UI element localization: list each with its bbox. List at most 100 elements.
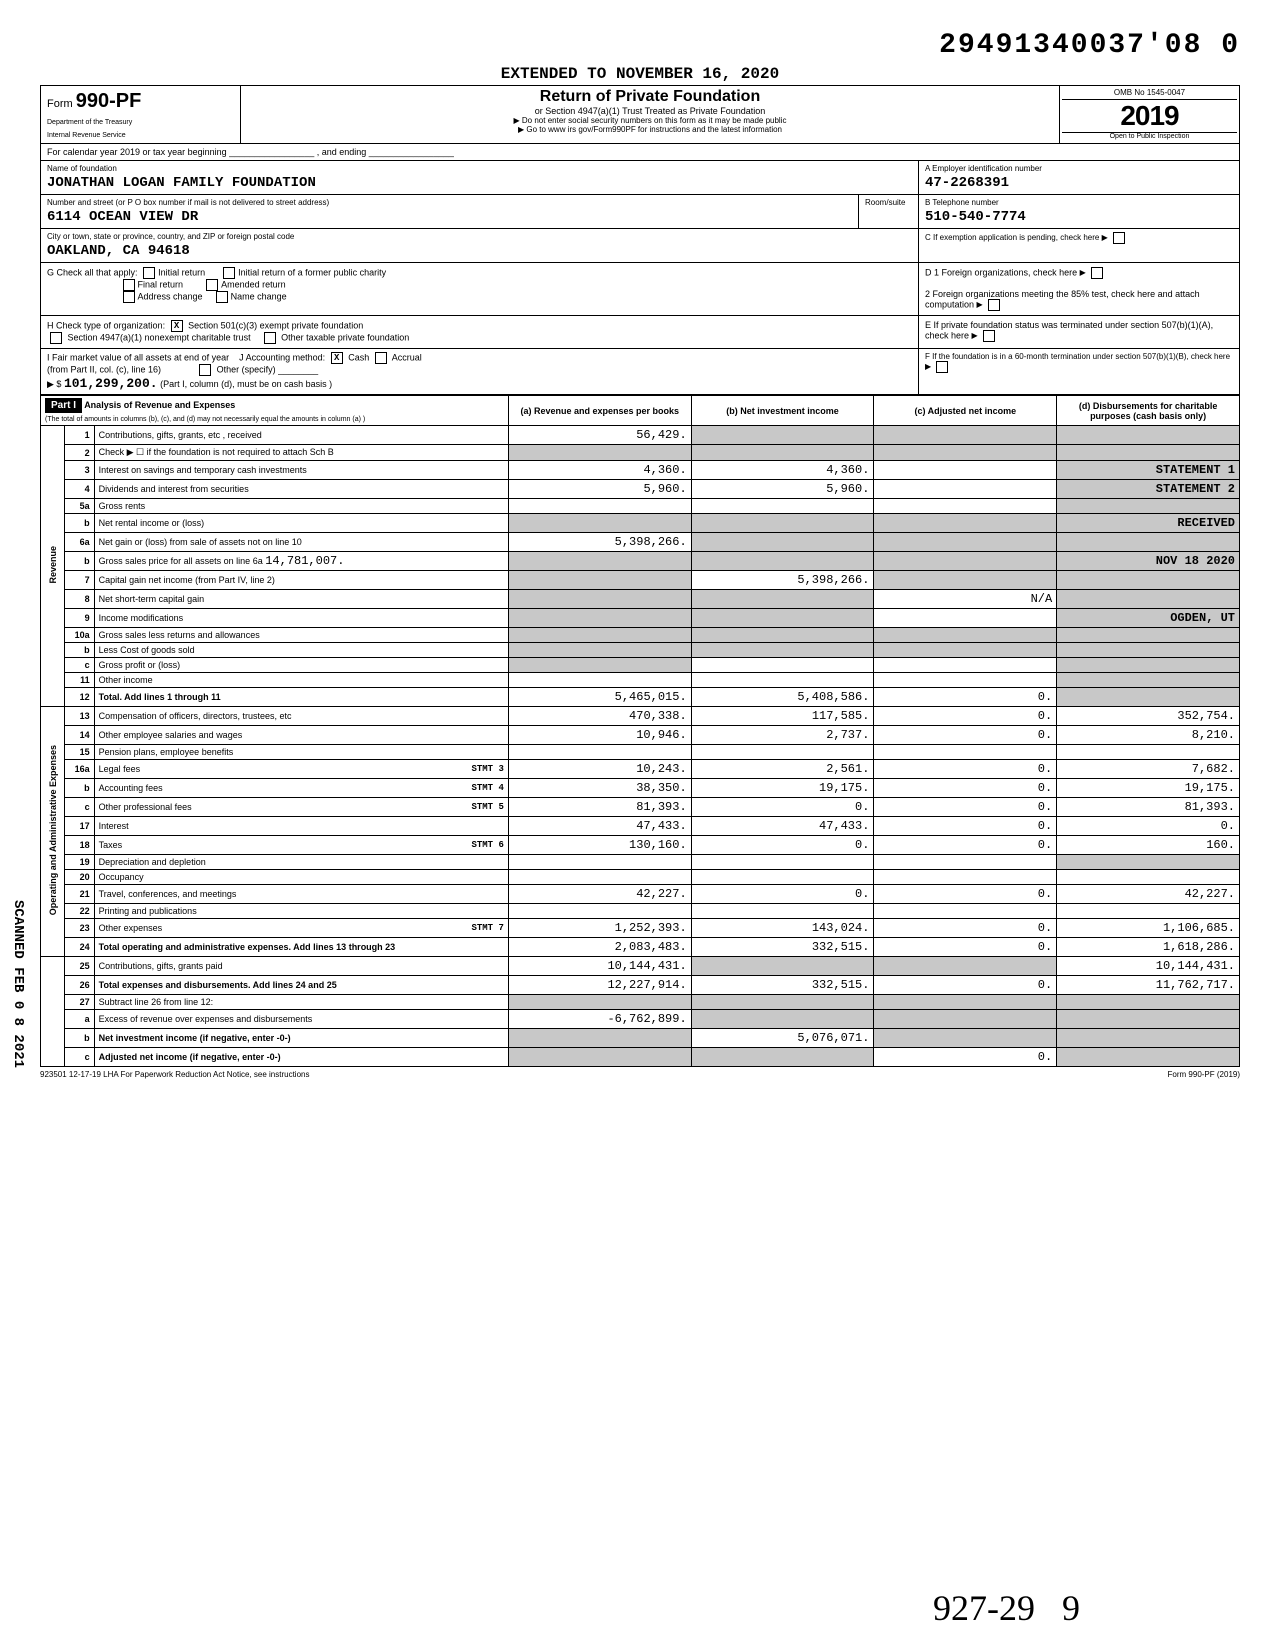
- amt-c: N/A: [874, 590, 1057, 609]
- table-row: 23Other expenses STMT 71,252,393.143,024…: [41, 919, 1240, 938]
- table-row: bLess Cost of goods sold: [41, 643, 1240, 658]
- line-desc: Depreciation and depletion: [94, 855, 508, 870]
- j-other-checkbox[interactable]: [199, 364, 211, 376]
- f-label: F If the foundation is in a 60-month ter…: [925, 352, 1230, 361]
- amt-b: [691, 628, 874, 643]
- g-opt1: Initial return: [158, 267, 205, 277]
- g-initial-checkbox[interactable]: [143, 267, 155, 279]
- amt-d: [1057, 533, 1240, 552]
- amt-a: 42,227.: [508, 885, 691, 904]
- line-desc: Taxes STMT 6: [94, 836, 508, 855]
- line-desc: Occupancy: [94, 870, 508, 885]
- line-desc: Accounting fees STMT 4: [94, 779, 508, 798]
- handwritten-number: 927-29 9: [933, 1587, 1080, 1629]
- g-former-checkbox[interactable]: [223, 267, 235, 279]
- amt-b: [691, 609, 874, 628]
- line-desc: Other employee salaries and wages: [94, 726, 508, 745]
- table-row: 25Contributions, gifts, grants paid10,14…: [41, 957, 1240, 976]
- line-no: 10a: [65, 628, 94, 643]
- section-i-j-f-row: I Fair market value of all assets at end…: [40, 349, 1240, 395]
- amt-c: 0.: [874, 779, 1057, 798]
- table-row: 21Travel, conferences, and meetings42,22…: [41, 885, 1240, 904]
- g-label: G Check all that apply:: [47, 267, 138, 277]
- table-row: 15Pension plans, employee benefits: [41, 745, 1240, 760]
- h-other-checkbox[interactable]: [264, 332, 276, 344]
- table-row: 4Dividends and interest from securities5…: [41, 480, 1240, 499]
- line-desc: Other income: [94, 673, 508, 688]
- amt-d: [1057, 1048, 1240, 1067]
- amt-c: [874, 552, 1057, 571]
- amt-c: [874, 571, 1057, 590]
- line-no: 20: [65, 870, 94, 885]
- amt-a: [508, 995, 691, 1010]
- table-row: 20Occupancy: [41, 870, 1240, 885]
- amt-b: 5,076,071.: [691, 1029, 874, 1048]
- amt-d: 11,762,717.: [1057, 976, 1240, 995]
- table-row: 3Interest on savings and temporary cash …: [41, 461, 1240, 480]
- amt-d: [1057, 904, 1240, 919]
- fmv-value: 101,299,200.: [64, 374, 158, 391]
- pending-checkbox[interactable]: [1113, 232, 1125, 244]
- city-label: City or town, state or province, country…: [47, 232, 912, 241]
- g-opt2: Final return: [138, 279, 184, 289]
- table-row: 2Check ▶ ☐ if the foundation is not requ…: [41, 445, 1240, 461]
- amt-b: [691, 745, 874, 760]
- amt-a: 4,360.: [508, 461, 691, 480]
- table-row: 10aGross sales less returns and allowanc…: [41, 628, 1240, 643]
- table-row: 9Income modificationsOGDEN, UT: [41, 609, 1240, 628]
- arrow-icon: [977, 299, 983, 309]
- amt-c: 0.: [874, 798, 1057, 817]
- table-row: 27Subtract line 26 from line 12:: [41, 995, 1240, 1010]
- amt-b: [691, 514, 874, 533]
- amt-a: 5,398,266.: [508, 533, 691, 552]
- amt-d: [1057, 995, 1240, 1010]
- table-row: Operating and Administrative Expenses 13…: [41, 707, 1240, 726]
- amt-b: [691, 855, 874, 870]
- g-final-checkbox[interactable]: [123, 279, 135, 291]
- line-no: 7: [65, 571, 94, 590]
- col-a-header: (a) Revenue and expenses per books: [508, 396, 691, 426]
- amt-b: 0.: [691, 798, 874, 817]
- amt-b: 117,585.: [691, 707, 874, 726]
- amt-a: 2,083,483.: [508, 938, 691, 957]
- ein-label: A Employer identification number: [925, 164, 1233, 173]
- e-label: E If private foundation status was termi…: [925, 320, 1213, 340]
- amt-a: 130,160.: [508, 836, 691, 855]
- g-addrchange-checkbox[interactable]: [123, 291, 135, 303]
- name-ein-row: Name of foundation JONATHAN LOGAN FAMILY…: [40, 161, 1240, 195]
- d1-checkbox[interactable]: [1091, 267, 1103, 279]
- amt-a: 470,338.: [508, 707, 691, 726]
- amt-a: 81,393.: [508, 798, 691, 817]
- f-checkbox[interactable]: [936, 361, 948, 373]
- amt-a: [508, 552, 691, 571]
- d2-checkbox[interactable]: [988, 299, 1000, 311]
- amt-d: [1057, 590, 1240, 609]
- line-desc: Gross sales price for all assets on line…: [94, 552, 508, 571]
- h-4947-checkbox[interactable]: [50, 332, 62, 344]
- section-g-d-row: G Check all that apply: Initial return I…: [40, 263, 1240, 316]
- h-501c3-checkbox[interactable]: X: [171, 320, 183, 332]
- line-desc: Other professional fees STMT 5: [94, 798, 508, 817]
- part1-label: Part I: [45, 398, 82, 413]
- amt-d: 81,393.: [1057, 798, 1240, 817]
- amt-d: [1057, 745, 1240, 760]
- line-desc: Total operating and administrative expen…: [94, 938, 508, 957]
- amt-d: [1057, 571, 1240, 590]
- amt-d: [1057, 673, 1240, 688]
- j-accrual-checkbox[interactable]: [375, 352, 387, 364]
- amt-b: 0.: [691, 885, 874, 904]
- j-cash-checkbox[interactable]: X: [331, 352, 343, 364]
- amt-d: RECEIVED: [1057, 514, 1240, 533]
- amt-b: 47,433.: [691, 817, 874, 836]
- line-desc: Excess of revenue over expenses and disb…: [94, 1010, 508, 1029]
- line-no: 15: [65, 745, 94, 760]
- g-namechange-checkbox[interactable]: [216, 291, 228, 303]
- amt-d: [1057, 1029, 1240, 1048]
- line-no: 14: [65, 726, 94, 745]
- e-checkbox[interactable]: [983, 330, 995, 342]
- form-sub1: or Section 4947(a)(1) Trust Treated as P…: [245, 106, 1055, 116]
- amt-d: 42,227.: [1057, 885, 1240, 904]
- g-amended-checkbox[interactable]: [206, 279, 218, 291]
- line-desc: Other expenses STMT 7: [94, 919, 508, 938]
- line-desc: Interest: [94, 817, 508, 836]
